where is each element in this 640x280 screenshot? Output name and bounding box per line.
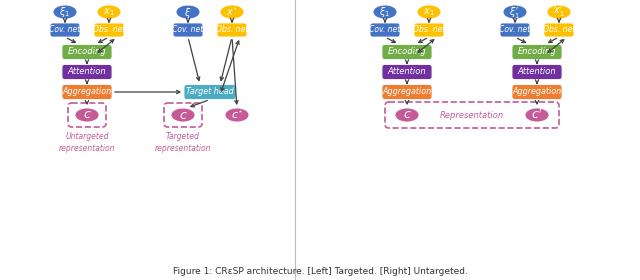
Text: Attention: Attention (518, 67, 556, 76)
Ellipse shape (547, 5, 571, 19)
Text: Cov. net: Cov. net (499, 25, 531, 34)
FancyBboxPatch shape (544, 23, 574, 37)
Text: Obs. net: Obs. net (543, 25, 575, 34)
Text: Obs. net: Obs. net (413, 25, 445, 34)
FancyBboxPatch shape (512, 64, 562, 80)
Text: $x_1$: $x_1$ (423, 6, 435, 18)
FancyBboxPatch shape (217, 23, 247, 37)
Text: $c$: $c$ (403, 109, 412, 122)
Text: Aggregation: Aggregation (62, 87, 111, 97)
FancyBboxPatch shape (50, 23, 80, 37)
Text: Aggregation: Aggregation (513, 87, 562, 97)
FancyBboxPatch shape (62, 45, 112, 60)
Ellipse shape (176, 5, 200, 19)
FancyBboxPatch shape (184, 85, 236, 99)
Text: $c$: $c$ (83, 109, 92, 122)
Ellipse shape (220, 5, 244, 19)
FancyBboxPatch shape (370, 23, 400, 37)
Text: $\hat{c}$: $\hat{c}$ (179, 107, 188, 123)
Text: $x_1$: $x_1$ (103, 6, 115, 18)
Text: Cov. net: Cov. net (172, 25, 204, 34)
Text: Aggregation: Aggregation (382, 87, 431, 97)
Ellipse shape (503, 5, 527, 19)
Text: $c'$: $c'$ (531, 108, 543, 122)
Text: Cov. net: Cov. net (369, 25, 401, 34)
Text: Attention: Attention (388, 67, 426, 76)
Text: $\hat{\xi}$: $\hat{\xi}$ (184, 3, 192, 21)
FancyBboxPatch shape (382, 85, 432, 99)
Ellipse shape (97, 5, 121, 19)
FancyBboxPatch shape (382, 45, 432, 60)
FancyBboxPatch shape (414, 23, 444, 37)
Text: Representation: Representation (440, 111, 504, 120)
FancyBboxPatch shape (512, 45, 562, 60)
Ellipse shape (373, 5, 397, 19)
Text: Target head: Target head (186, 87, 234, 97)
Ellipse shape (75, 108, 99, 122)
Text: Untargeted
representation: Untargeted representation (59, 132, 115, 153)
Text: $x_1'$: $x_1'$ (553, 5, 565, 19)
Ellipse shape (417, 5, 441, 19)
Text: Targeted
representation: Targeted representation (155, 132, 211, 153)
Ellipse shape (53, 5, 77, 19)
FancyBboxPatch shape (62, 85, 112, 99)
Text: Figure 1: CRεSP architecture. [Left] Targeted. [Right] Untargeted.: Figure 1: CRεSP architecture. [Left] Tar… (173, 267, 467, 277)
FancyBboxPatch shape (62, 64, 112, 80)
Ellipse shape (395, 108, 419, 122)
Text: $\xi_1$: $\xi_1$ (380, 5, 390, 19)
FancyBboxPatch shape (382, 64, 432, 80)
Text: $x^{\star}$: $x^{\star}$ (226, 6, 238, 18)
Text: Cov. net: Cov. net (49, 25, 81, 34)
Text: $c^{\star}$: $c^{\star}$ (231, 109, 243, 121)
Text: Encoding: Encoding (518, 48, 556, 57)
Text: Obs. net: Obs. net (216, 25, 248, 34)
Text: Attention: Attention (68, 67, 106, 76)
Text: Obs. net: Obs. net (93, 25, 125, 34)
Text: Encoding: Encoding (388, 48, 426, 57)
Ellipse shape (225, 108, 249, 122)
FancyBboxPatch shape (173, 23, 203, 37)
FancyBboxPatch shape (512, 85, 562, 99)
Text: Encoding: Encoding (68, 48, 106, 57)
Text: $\xi_1$: $\xi_1$ (60, 5, 70, 19)
FancyBboxPatch shape (500, 23, 530, 37)
Text: $\xi_1'$: $\xi_1'$ (509, 4, 520, 20)
Ellipse shape (525, 108, 549, 122)
FancyBboxPatch shape (94, 23, 124, 37)
Ellipse shape (171, 108, 195, 122)
